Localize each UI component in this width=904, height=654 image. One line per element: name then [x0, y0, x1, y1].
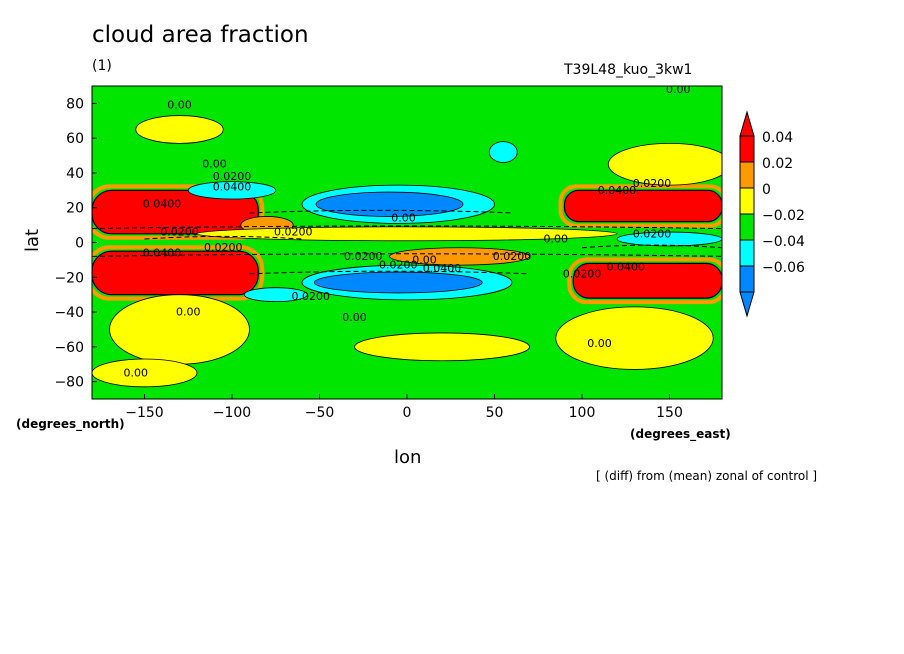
contour-label: 0.00 [544, 233, 569, 246]
x-tick-label: −150 [125, 405, 163, 421]
x-tick-label: −50 [305, 405, 335, 421]
contour-label: 0.0200 [379, 259, 418, 272]
x-tick-label: 150 [656, 405, 683, 421]
contour-label: 0.0400 [213, 180, 252, 193]
contour-region-blob [488, 141, 518, 163]
colorbar-bottom-arrow [739, 291, 755, 318]
colorbar-swatch [739, 187, 755, 215]
x-tick-label: 0 [403, 405, 412, 421]
contour-label: 0.0200 [633, 177, 672, 190]
contour-label: 0.00 [124, 366, 149, 379]
contour-region-blob [616, 231, 722, 247]
contour-line [92, 253, 722, 257]
colorbar-label: −0.04 [762, 234, 805, 250]
y-tick-label: −60 [54, 340, 84, 356]
panel-label: (1) [92, 58, 112, 74]
contour-line [249, 270, 530, 275]
x-tick-label: −100 [213, 405, 251, 421]
run-label: T39L48_kuo_3kw1 [564, 62, 693, 78]
y-axis-label: lat [22, 228, 43, 252]
contour-label: 0.00 [202, 158, 227, 171]
contour-label: 0.0200 [292, 290, 331, 303]
y-tick-label: −80 [54, 375, 84, 391]
y-tick-label: 40 [66, 166, 84, 182]
contour-region-blob [196, 226, 618, 242]
contour-region-band [572, 262, 722, 299]
contour-region-band [92, 189, 259, 235]
contour-region-band [563, 189, 722, 223]
x-tick-label: 100 [569, 405, 596, 421]
contour-label: 0.00 [666, 83, 691, 96]
contour-label: 0.0400 [607, 260, 646, 273]
colorbar-swatch [739, 239, 755, 267]
contour-region-blob [607, 142, 722, 186]
colorbar-top-arrow [739, 110, 755, 137]
y-tick-label: 60 [66, 131, 84, 147]
contour-region-blob [187, 181, 277, 200]
contour-label: 0.00 [412, 253, 437, 266]
colorbar-swatch [739, 213, 755, 241]
contour-line [249, 209, 513, 214]
x-axis: −150 −100 −50 0 50 100 150 [125, 394, 683, 421]
colorbar-label: −0.02 [762, 208, 805, 224]
contour-line [144, 235, 303, 240]
chart-title: cloud area fraction [92, 22, 309, 48]
colorbar-label: 0.02 [762, 156, 793, 172]
colorbar: 0.04 0.02 0 −0.02 −0.04 −0.06 [739, 110, 805, 318]
y-tick-label: −40 [54, 305, 84, 321]
colorbar-label: 0 [762, 182, 771, 198]
x-tick-label: 50 [486, 405, 504, 421]
y-tick-label: −20 [54, 270, 84, 286]
contour-label: 0.0400 [143, 198, 182, 211]
contour-label: 0.00 [167, 99, 192, 112]
contour-region-blob [135, 115, 224, 144]
colorbar-swatch [739, 161, 755, 189]
colorbar-swatch [739, 265, 755, 293]
contour-region-blob [354, 332, 530, 362]
contour-label: 0.0200 [274, 226, 313, 239]
contour-region-fringe [567, 257, 722, 305]
y-tick-label: 80 [66, 96, 84, 112]
contour-line [581, 244, 722, 249]
contour-label: 0.00 [176, 306, 201, 319]
y-axis-unit: (degrees_north) [16, 417, 125, 431]
x-axis-unit: (degrees_east) [630, 427, 731, 441]
contour-line [92, 225, 722, 230]
contour-label: 0.0400 [143, 246, 182, 259]
contour-label: 0.0200 [633, 227, 672, 240]
contour-label: 0.0200 [204, 241, 243, 254]
contour-label: 0.00 [587, 337, 612, 350]
x-axis-label: lon [394, 447, 422, 468]
y-tick-label: 20 [66, 201, 84, 217]
contour-label: 0.0200 [563, 267, 602, 280]
contour-region-blob [315, 191, 464, 217]
colorbar-label: −0.06 [762, 260, 805, 276]
contour-label: 0.0200 [493, 250, 532, 263]
colorbar-swatch [739, 135, 755, 163]
contour-region-blob [313, 271, 483, 294]
contour-region-blob [555, 306, 714, 370]
contour-label: 0.0200 [213, 170, 252, 183]
contour-region-blob [389, 247, 530, 266]
contour-label: 0.00 [342, 311, 367, 324]
contour-label: 0.0400 [423, 262, 462, 275]
plot-area: 0.000.000.02000.04000.04000.02000.02000.… [91, 83, 723, 400]
contour-region-blob [243, 287, 308, 303]
contour-label: 0.0200 [344, 250, 383, 263]
contour-region-fringe [558, 184, 722, 228]
contour-label: 0.0200 [160, 226, 199, 239]
y-axis: −80 −60 −40 −20 0 20 40 60 80 [54, 96, 97, 391]
contour-label: 0.00 [391, 212, 416, 225]
colorbar-label: 0.04 [762, 130, 793, 146]
contour-label: 0.0400 [598, 184, 637, 197]
y-tick-label: 0 [75, 236, 84, 252]
footnote: [ (diff) from (mean) zonal of control ] [596, 469, 818, 483]
contour-region-blob [92, 358, 198, 388]
